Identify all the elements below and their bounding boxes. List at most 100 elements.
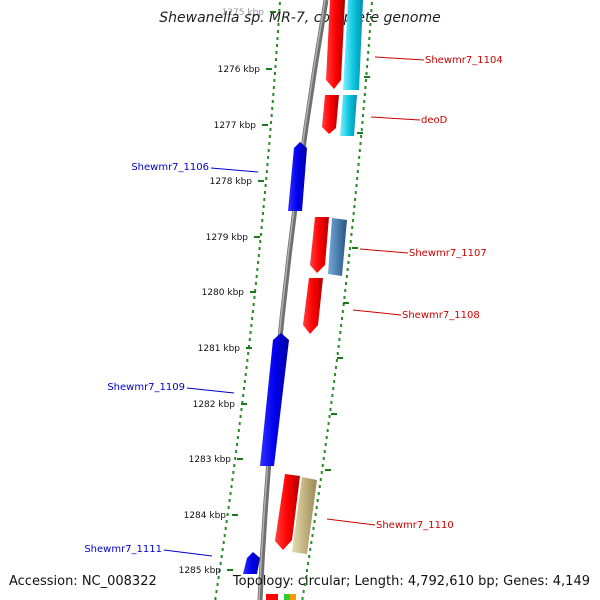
leader-line	[326, 518, 376, 526]
gene-label[interactable]: Shewmr7_1111	[84, 544, 162, 555]
ring-dot	[274, 65, 277, 68]
gene-shewmr7-1110-cds[interactable]	[292, 477, 317, 554]
leader-line	[163, 549, 213, 557]
gene-shewmr7-1104-red[interactable]	[326, 0, 345, 89]
ring-dot	[302, 590, 305, 593]
ring-dot	[229, 492, 232, 495]
gene-label[interactable]: Shewmr7_1109	[107, 382, 185, 393]
ring-dot	[236, 436, 239, 439]
ring-dot	[268, 142, 271, 145]
ring-dot	[219, 562, 222, 565]
ring-dot	[352, 212, 355, 215]
ring-dot	[362, 107, 365, 110]
gene-deod-red[interactable]	[322, 95, 339, 134]
ring-dot	[238, 422, 241, 425]
ring-dot	[263, 191, 266, 194]
gene-shewmr7-1106[interactable]	[288, 142, 307, 211]
ring-dot	[358, 149, 361, 152]
ring-dot	[369, 23, 372, 26]
ring-dot	[265, 170, 268, 173]
ring-dot	[338, 338, 341, 341]
ring-dot	[316, 499, 319, 502]
gene-bottom-red[interactable]	[266, 594, 278, 600]
ring-dot	[353, 205, 356, 208]
ring-dot	[257, 254, 260, 257]
gene-shewmr7-1104-cds[interactable]	[343, 0, 363, 90]
ring-dot	[314, 513, 317, 516]
ring-dot	[222, 541, 225, 544]
ring-dot	[246, 359, 249, 362]
ring-dot	[312, 527, 315, 530]
gene-bottom-green[interactable]	[284, 594, 290, 600]
ring-dot	[359, 142, 362, 145]
ring-dot	[327, 422, 330, 425]
ring-dot	[232, 471, 235, 474]
ring-dot	[313, 520, 316, 523]
ring-dot	[347, 261, 350, 264]
ring-dot	[320, 471, 323, 474]
ring-dot	[317, 492, 320, 495]
gene-shewmr7-1111[interactable]	[243, 552, 260, 574]
ring-dot	[303, 583, 306, 586]
ring-dot	[335, 359, 338, 362]
ring-dot	[249, 331, 252, 334]
ring-dot	[334, 373, 337, 376]
gene-label[interactable]: Shewmr7_1106	[131, 162, 209, 173]
gene-deod-cds[interactable]	[340, 95, 357, 136]
ring-dot	[308, 555, 311, 558]
ring-dot	[366, 65, 369, 68]
genome-backbone	[257, 0, 329, 600]
ring-dot	[354, 198, 357, 201]
ring-dot	[278, 2, 281, 5]
leader-line	[370, 116, 421, 121]
ring-dot	[258, 247, 261, 250]
dotted-rings	[214, 2, 373, 600]
gene-shewmr7-1109[interactable]	[260, 333, 289, 466]
ring-dot	[260, 226, 263, 229]
gene-bottom-orange[interactable]	[290, 594, 296, 600]
ring-dot	[248, 338, 251, 341]
ring-dot	[326, 429, 329, 432]
ring-dot	[356, 177, 359, 180]
ring-dot	[277, 16, 280, 19]
gene-shewmr7-1110-red[interactable]	[275, 474, 300, 550]
gene-label[interactable]: Shewmr7_1104	[425, 55, 503, 66]
gene-shewmr7-1107-red[interactable]	[310, 217, 329, 273]
ring-dot	[329, 408, 332, 411]
ring-dot	[267, 149, 270, 152]
ring-dot	[333, 380, 336, 383]
ring-dot	[242, 394, 245, 397]
ring-dot	[251, 310, 254, 313]
ring-dot	[237, 429, 240, 432]
leader-line	[352, 309, 402, 316]
genome-summary-text: Topology: circular; Length: 4,792,610 bp…	[232, 574, 590, 589]
ring-dot	[370, 2, 373, 5]
gene-shewmr7-1108-red[interactable]	[303, 278, 323, 334]
ring-dot	[255, 275, 258, 278]
ring-dot	[215, 590, 218, 593]
gene-shewmr7-1107-cds[interactable]	[328, 218, 347, 276]
ring-dot	[216, 583, 219, 586]
ring-dot	[220, 555, 223, 558]
ring-dot	[253, 296, 256, 299]
tick-group: 1275 kbp 1276 kbp 1277 kbp 1278 kbp 1279 kbp…	[179, 8, 370, 576]
gene-label[interactable]: Shewmr7_1107	[409, 248, 487, 259]
ring-dot	[254, 282, 257, 285]
ring-dot	[348, 254, 351, 257]
ring-dot	[270, 121, 273, 124]
ring-dot	[236, 443, 239, 446]
accession-text: Accession: NC_008322	[9, 574, 157, 589]
gene-label[interactable]: Shewmr7_1110	[376, 520, 454, 531]
tick-label: 1276 kbp	[218, 65, 261, 75]
ring-dot	[234, 457, 237, 460]
ring-dot	[346, 268, 349, 271]
gene-label[interactable]: deoD	[421, 115, 448, 126]
gene-label-group: Shewmr7_1104 deoD Shewmr7_1106 Shewmr7_1107…	[84, 55, 502, 555]
ring-dot	[310, 541, 313, 544]
ring-dot	[259, 240, 262, 243]
ring-dot	[363, 100, 366, 103]
ring-dot	[254, 289, 257, 292]
ring-dot	[250, 324, 253, 327]
gene-label[interactable]: Shewmr7_1108	[402, 310, 480, 321]
ring-dot	[305, 569, 308, 572]
